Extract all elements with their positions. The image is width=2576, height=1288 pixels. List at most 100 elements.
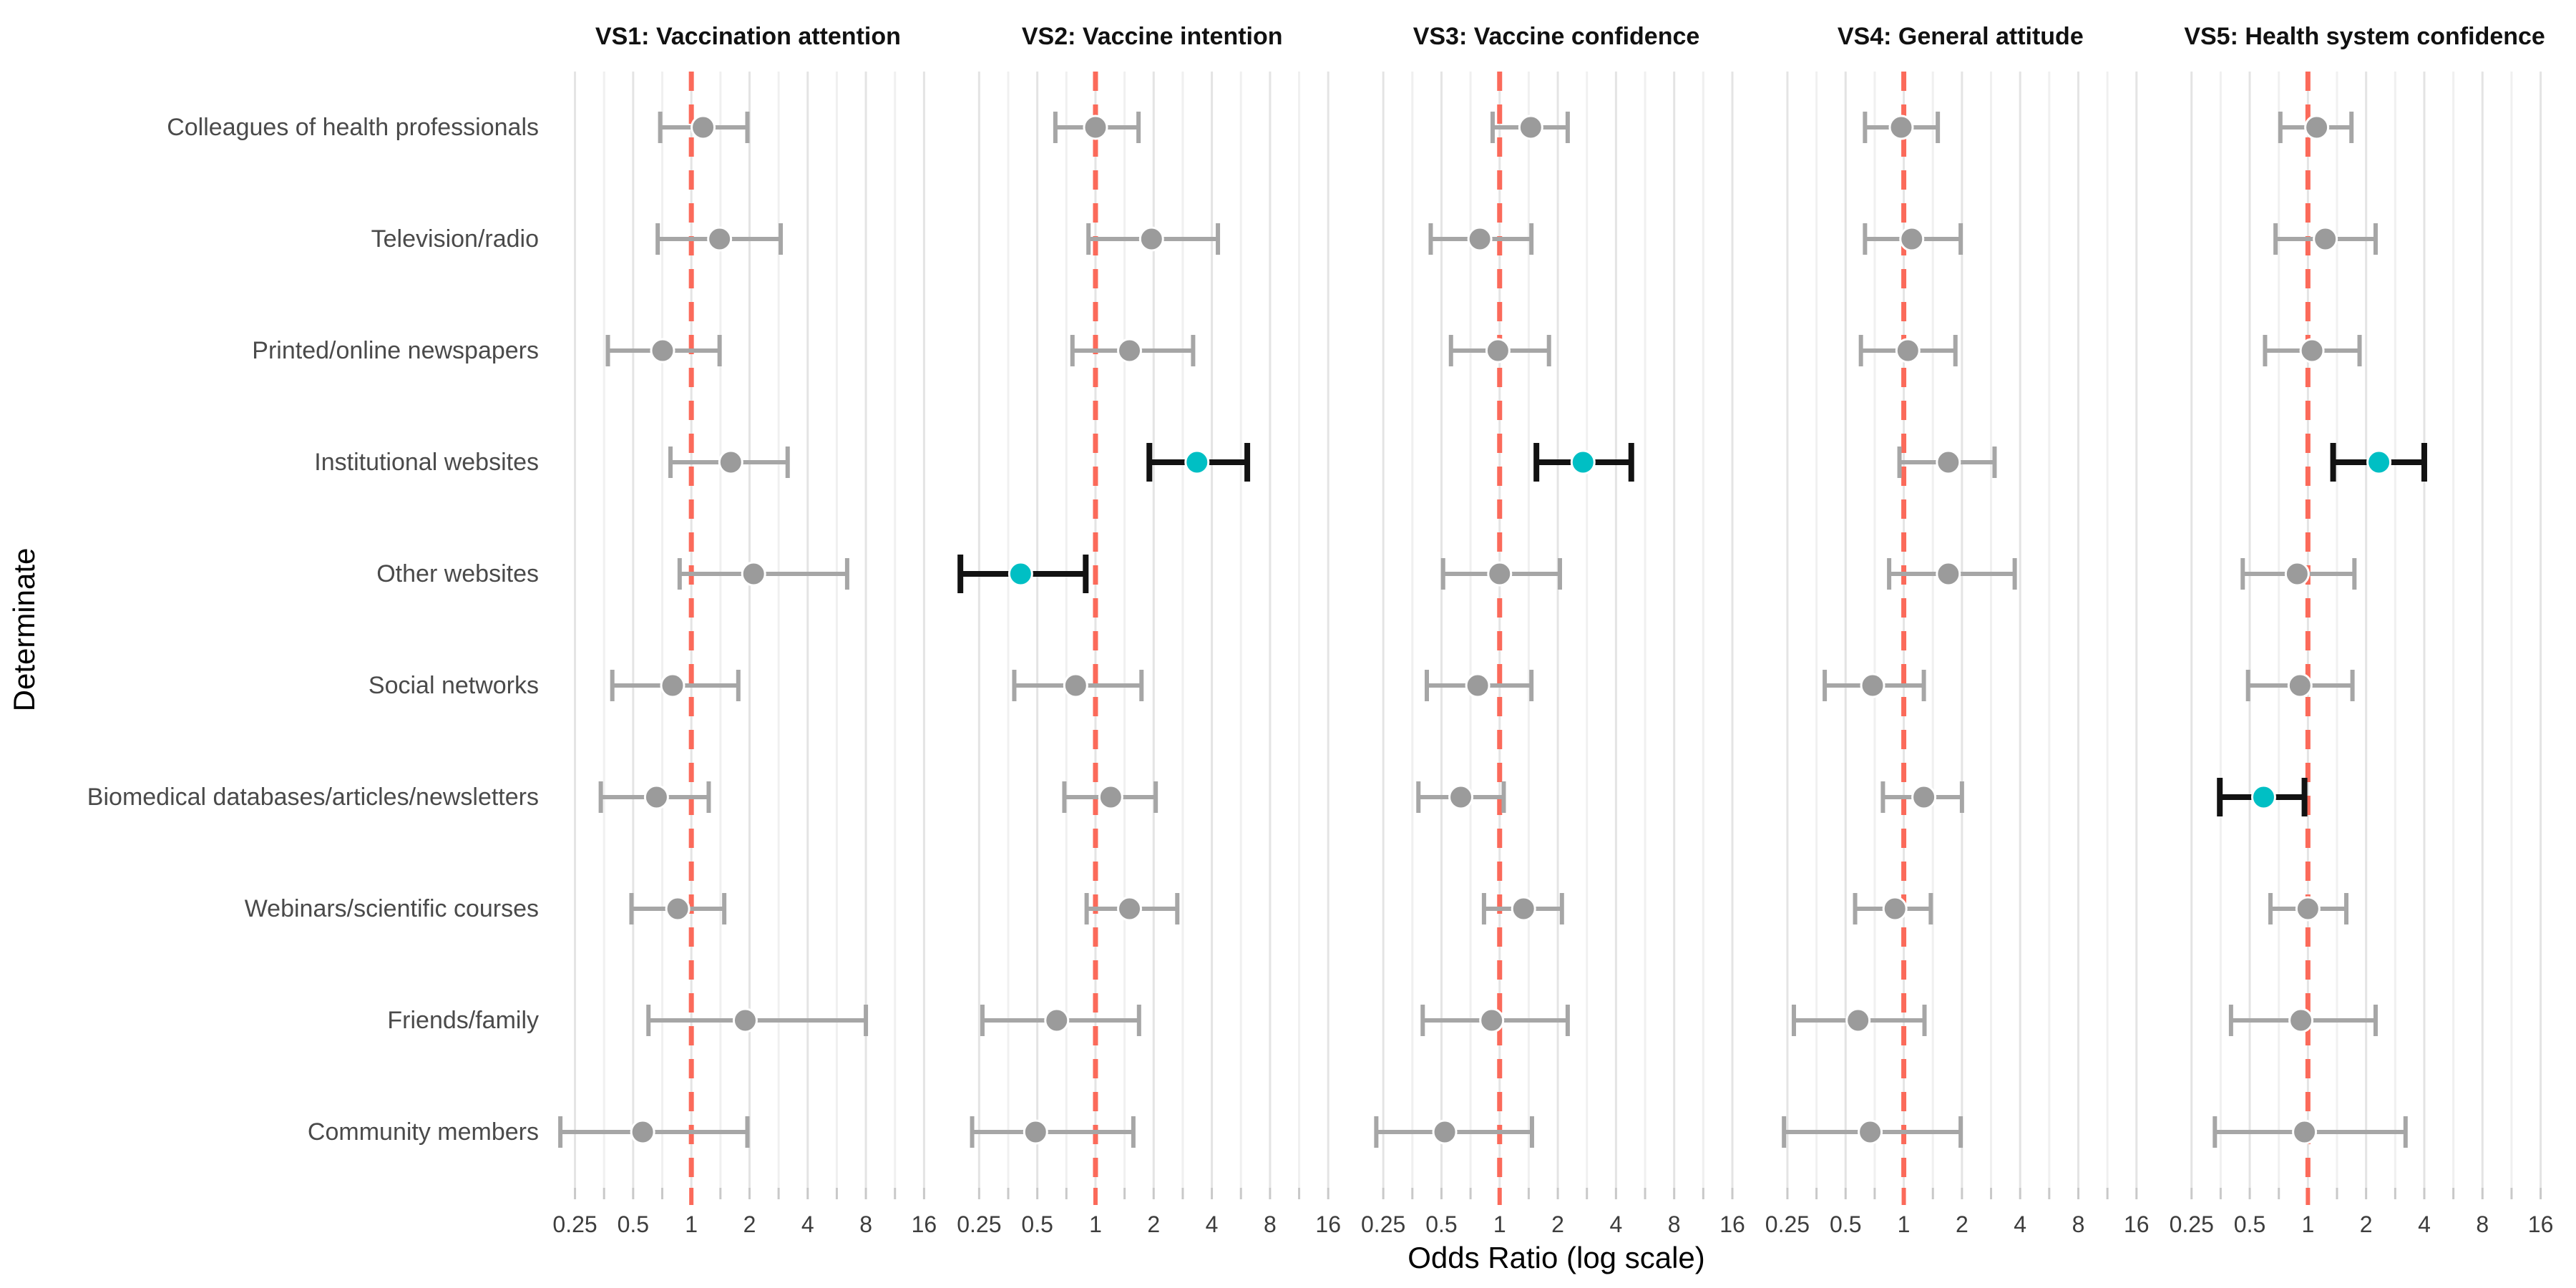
x-tick-label: 0.5 <box>1425 1211 1457 1237</box>
x-tick-label: 4 <box>2418 1211 2431 1237</box>
or-point <box>1899 226 1925 252</box>
x-tick-label: 0.5 <box>2234 1211 2265 1237</box>
category-label: Webinars/scientific courses <box>245 895 539 922</box>
x-tick-label: 4 <box>1609 1211 1622 1237</box>
or-point <box>1008 561 1033 587</box>
or-point <box>2287 673 2313 698</box>
or-point <box>718 449 743 475</box>
or-point <box>2366 449 2392 475</box>
or-point <box>741 561 766 587</box>
y-axis-title: Determinate <box>7 548 41 712</box>
x-tick-label: 4 <box>1206 1211 1219 1237</box>
or-point <box>1465 673 1491 698</box>
x-tick-label: 8 <box>1264 1211 1277 1237</box>
or-point <box>2295 896 2321 922</box>
x-tick-label: 2 <box>1956 1211 1968 1237</box>
x-tick-label: 4 <box>2014 1211 2026 1237</box>
category-label: Friends/family <box>387 1007 539 1034</box>
category-label: Colleagues of health professionals <box>167 114 539 141</box>
x-tick-label: 1 <box>2301 1211 2314 1237</box>
x-tick-label: 2 <box>1551 1211 1564 1237</box>
or-point <box>2313 226 2338 252</box>
x-tick-label: 16 <box>2124 1211 2150 1237</box>
or-point <box>650 338 675 364</box>
or-point <box>1888 114 1914 140</box>
or-point <box>1467 226 1493 252</box>
category-label: Biomedical databases/articles/newsletter… <box>87 784 539 811</box>
x-tick-label: 4 <box>801 1211 814 1237</box>
x-tick-label: 8 <box>2072 1211 2085 1237</box>
or-point <box>1485 338 1511 364</box>
panel-title: VS5: Health system confidence <box>2184 23 2545 50</box>
category-label: Other websites <box>376 560 539 587</box>
x-tick-label: 1 <box>1898 1211 1911 1237</box>
x-tick-label: 2 <box>2360 1211 2373 1237</box>
panel-title: VS4: General attitude <box>1838 23 2084 50</box>
category-label: Institutional websites <box>314 449 539 476</box>
or-point <box>732 1008 758 1033</box>
or-point <box>1511 896 1536 922</box>
x-tick-label: 0.25 <box>1361 1211 1405 1237</box>
x-tick-label: 8 <box>1668 1211 1681 1237</box>
or-point <box>707 226 733 252</box>
or-point <box>630 1119 655 1145</box>
or-point <box>1083 114 1108 140</box>
or-point <box>1518 114 1543 140</box>
or-point <box>2292 1119 2318 1145</box>
category-label: Social networks <box>369 672 539 699</box>
or-point <box>1882 896 1908 922</box>
or-point <box>2304 114 2330 140</box>
or-point <box>1184 449 1210 475</box>
or-point <box>643 784 669 810</box>
x-tick-label: 0.25 <box>957 1211 1001 1237</box>
x-tick-label: 2 <box>1147 1211 1160 1237</box>
or-point <box>1487 561 1513 587</box>
x-tick-label: 16 <box>2528 1211 2554 1237</box>
or-point <box>1936 449 1961 475</box>
x-tick-label: 0.25 <box>552 1211 597 1237</box>
x-tick-label: 8 <box>2476 1211 2489 1237</box>
or-point <box>1570 449 1596 475</box>
x-tick-label: 0.25 <box>1765 1211 1810 1237</box>
or-point <box>1895 338 1921 364</box>
or-point <box>1860 673 1885 698</box>
or-point <box>1117 338 1143 364</box>
or-point <box>1044 1008 1070 1033</box>
x-tick-label: 16 <box>1315 1211 1341 1237</box>
or-point <box>1936 561 1961 587</box>
or-point <box>1063 673 1088 698</box>
x-tick-label: 1 <box>1493 1211 1506 1237</box>
or-point <box>1432 1119 1458 1145</box>
category-label: Television/radio <box>371 225 539 253</box>
x-tick-label: 16 <box>912 1211 937 1237</box>
or-point <box>1098 784 1123 810</box>
or-point <box>2250 784 2276 810</box>
category-label: Community members <box>308 1118 539 1146</box>
panel-title: VS1: Vaccination attention <box>595 23 901 50</box>
x-tick-label: 0.25 <box>2170 1211 2214 1237</box>
x-tick-label: 1 <box>1089 1211 1102 1237</box>
or-point <box>665 896 691 922</box>
x-tick-label: 16 <box>1719 1211 1745 1237</box>
or-point <box>2299 338 2325 364</box>
or-point <box>2284 561 2310 587</box>
x-tick-label: 0.5 <box>618 1211 649 1237</box>
or-point <box>691 114 716 140</box>
or-point <box>1858 1119 1883 1145</box>
panel-title: VS2: Vaccine intention <box>1022 23 1283 50</box>
or-point <box>1117 896 1143 922</box>
x-axis-title: Odds Ratio (log scale) <box>1407 1241 1705 1274</box>
x-tick-label: 8 <box>859 1211 872 1237</box>
x-tick-label: 2 <box>743 1211 756 1237</box>
category-label: Printed/online newspapers <box>252 337 539 364</box>
or-point <box>660 673 686 698</box>
x-tick-label: 0.5 <box>1021 1211 1053 1237</box>
or-point <box>1448 784 1474 810</box>
x-tick-label: 0.5 <box>1830 1211 1861 1237</box>
or-point <box>1911 784 1937 810</box>
or-point <box>1479 1008 1505 1033</box>
or-point <box>1023 1119 1048 1145</box>
